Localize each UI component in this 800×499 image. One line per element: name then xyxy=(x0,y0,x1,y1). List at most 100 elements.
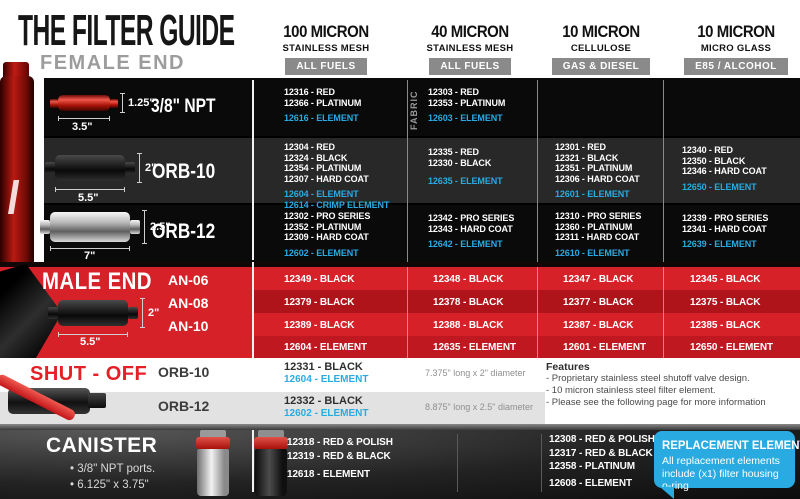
part-number: 12360 - PLATINUM xyxy=(555,221,633,232)
npt-filter-diagram xyxy=(110,99,118,108)
column-micron-label: 10 MICRON xyxy=(562,22,640,41)
callout-body: All replacement elements include (x1) fi… xyxy=(662,455,780,492)
height-dimension-line xyxy=(142,210,147,244)
label-divider xyxy=(252,262,254,358)
element-part-number: 12602 - ELEMENT xyxy=(284,247,359,258)
cell-npt-100micron: 12316 - RED 12366 - PLATINUM 12616 - ELE… xyxy=(284,87,361,124)
part-number: 12316 - RED xyxy=(284,87,335,97)
column-divider xyxy=(541,434,542,492)
height-dimension-label: 2" xyxy=(148,307,160,319)
element-part-number: 12650 - ELEMENT xyxy=(690,342,773,353)
canister-bracket-image xyxy=(200,430,226,438)
element-part-number: 12604 - ELEMENT xyxy=(284,342,367,353)
fuel-badge: ALL FUELS xyxy=(285,58,367,75)
part-number: 12301 - RED xyxy=(555,142,606,152)
length-dimension-label: 7" xyxy=(84,250,96,262)
fabric-note: FABRIC xyxy=(409,90,419,131)
part-number: 12321 - BLACK xyxy=(555,152,619,163)
cell-canister-100micron: 12318 - RED & POLISH 12319 - RED & BLACK… xyxy=(287,436,393,482)
column-media-label: MICRO GLASS xyxy=(700,43,772,54)
red-filter-product-image xyxy=(3,62,29,78)
part-number: 12348 - BLACK xyxy=(433,274,504,285)
part-number: 12303 - RED xyxy=(428,87,479,97)
column-header-10-micron-cellulose: 10 MICRON CELLULOSE GAS & DIESEL xyxy=(531,22,671,75)
orb10-filter-diagram xyxy=(45,162,55,174)
column-media-label: STAINLESS MESH xyxy=(426,43,514,54)
npt-filter-diagram xyxy=(58,95,110,111)
cell-orb10-microglass: 12340 - RED 12350 - BLACK 12346 - HARD C… xyxy=(682,145,767,192)
element-part-number: 12601 - ELEMENT xyxy=(555,189,630,199)
element-part-number: 12642 - ELEMENT xyxy=(428,239,503,249)
length-dimension-line xyxy=(50,246,130,251)
part-number: 12342 - PRO SERIES xyxy=(428,213,515,223)
part-number: 12318 - RED & POLISH xyxy=(287,437,393,448)
part-number: 12351 - PLATINUM xyxy=(555,163,633,173)
canister-bracket-image xyxy=(258,430,284,438)
shutoff-valve-product-image xyxy=(88,393,106,408)
male-section-top-strip xyxy=(0,262,800,267)
part-number: 12311 - HARD COAT xyxy=(555,232,640,242)
part-number: 12332 - BLACK xyxy=(284,395,363,407)
size-note: 8.875" long x 2.5" diameter xyxy=(425,402,533,412)
column-divider xyxy=(663,267,664,358)
element-part-number: 12610 - ELEMENT xyxy=(555,247,630,258)
male-row-band xyxy=(252,267,800,290)
male-filter-diagram xyxy=(128,307,138,319)
column-micron-label: 100 MICRON xyxy=(283,22,369,41)
row-label-shutoff-orb10: ORB-10 xyxy=(158,364,210,380)
cell-orb10-100micron: 12304 - RED 12324 - BLACK 12354 - PLATIN… xyxy=(284,142,389,210)
column-header-40-micron: 40 MICRON STAINLESS MESH ALL FUELS xyxy=(400,22,540,75)
size-note: 7.375" long x 2" diameter xyxy=(425,368,526,378)
part-number: 12366 - PLATINUM xyxy=(284,97,362,108)
column-micron-label: 10 MICRON xyxy=(697,22,775,41)
part-number: 12345 - BLACK xyxy=(690,274,761,285)
red-filter-product-image xyxy=(0,76,34,262)
part-number: 12352 - PLATINUM xyxy=(284,221,362,232)
element-part-number: 12635 - ELEMENT xyxy=(428,176,503,186)
column-header-100-micron: 100 MICRON STAINLESS MESH ALL FUELS xyxy=(256,22,396,75)
part-number: 12375 - BLACK xyxy=(690,297,761,308)
height-dimension-line xyxy=(140,298,145,328)
length-dimension-line xyxy=(55,187,125,192)
row-separator xyxy=(44,136,800,138)
part-number: 12331 - BLACK xyxy=(284,361,363,373)
length-dimension-label: 5.5" xyxy=(78,192,99,204)
part-number: 12379 - BLACK xyxy=(284,297,355,308)
label-divider xyxy=(252,430,254,492)
part-number: 12378 - BLACK xyxy=(433,297,504,308)
cell-canister-cellulose: 12308 - RED & POLISH 12317 - RED & BLACK… xyxy=(549,433,655,490)
part-number: 12308 - RED & POLISH xyxy=(549,434,655,445)
replacement-elements-callout: REPLACEMENT ELEMENTS All replacement ele… xyxy=(654,431,800,492)
fuel-badge: GAS & DIESEL xyxy=(551,58,651,75)
orb10-filter-diagram xyxy=(125,162,135,174)
column-divider xyxy=(457,434,458,492)
canister-black-image xyxy=(254,437,288,449)
spec-bullet: • 6.125" x 3.75" xyxy=(70,479,149,491)
orb12-filter-diagram xyxy=(50,212,130,242)
element-part-number: 12604 - ELEMENT xyxy=(284,189,359,199)
length-dimension-label: 3.5" xyxy=(72,121,93,133)
canister-black-image xyxy=(255,449,287,496)
part-number: 12307 - HARD COAT xyxy=(284,173,369,184)
part-number: 12340 - RED xyxy=(682,145,733,155)
height-dimension-label: 2.5" xyxy=(150,221,171,233)
height-dimension-label: 2" xyxy=(145,162,157,174)
part-number: 12339 - PRO SERIES xyxy=(682,213,769,223)
page-subtitle: FEMALE END xyxy=(40,52,185,74)
row-label-an08: AN-08 xyxy=(168,295,209,311)
section-divider-bar xyxy=(0,424,800,430)
part-number: 12309 - HARD COAT xyxy=(284,232,369,242)
part-number: 12343 - HARD COAT xyxy=(428,223,513,234)
part-number: 12319 - RED & BLACK xyxy=(287,450,391,462)
part-number: 12354 - PLATINUM xyxy=(284,163,362,173)
feature-item: - Proprietary stainless steel shutoff va… xyxy=(546,373,750,384)
part-number: 12377 - BLACK xyxy=(563,297,634,308)
length-dimension-label: 5.5" xyxy=(80,336,101,348)
part-number: 12346 - HARD COAT xyxy=(682,166,767,176)
male-row-band xyxy=(252,290,800,313)
part-number: 12341 - HARD COAT xyxy=(682,223,767,234)
row-label-npt: 3/8" NPT xyxy=(151,96,216,117)
male-end-title: MALE END xyxy=(42,268,152,295)
fuel-badge: E85 / ALCOHOL xyxy=(684,58,788,75)
canister-specs: • 3/8" NPT ports. • 6.125" x 3.75" xyxy=(70,461,155,493)
